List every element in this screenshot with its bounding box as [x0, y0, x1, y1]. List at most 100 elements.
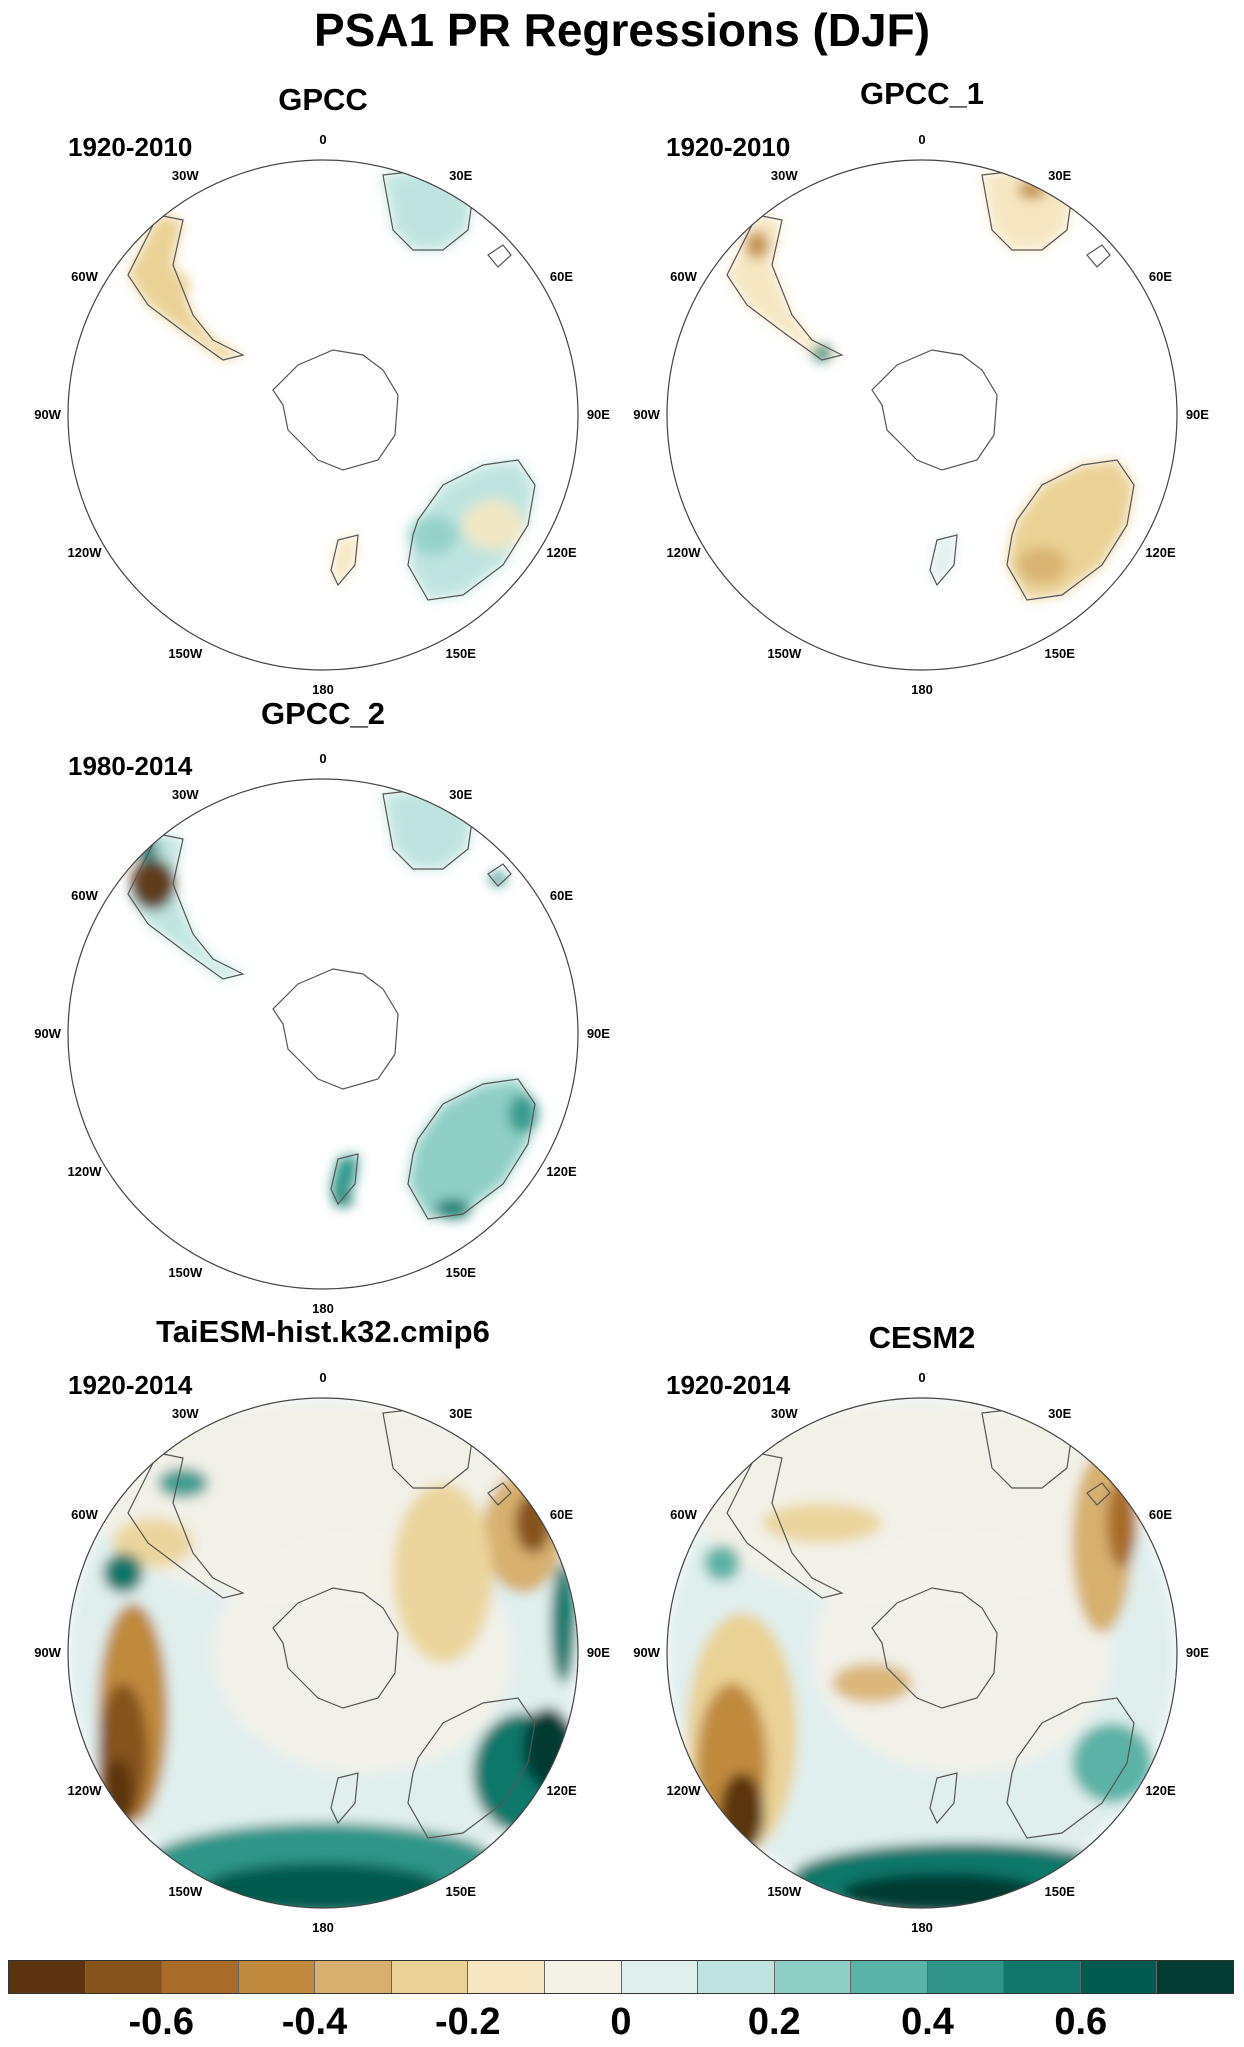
- longitude-label: 90W: [34, 1645, 61, 1660]
- longitude-label: 150E: [445, 645, 476, 661]
- colorbar-swatch: [468, 1961, 545, 1993]
- longitude-label: 180: [911, 682, 933, 698]
- longitude-label: 30E: [1048, 1406, 1072, 1422]
- shading-blob: [113, 1518, 193, 1568]
- longitude-label: 120E: [546, 544, 577, 560]
- longitude-label: 30W: [770, 168, 798, 184]
- longitude-label: 0: [918, 1369, 926, 1385]
- madag-coastline: [487, 863, 512, 887]
- anta-coastline: [272, 968, 399, 1090]
- longitude-label: 60W: [71, 269, 98, 285]
- anta-coastline: [272, 349, 399, 471]
- longitude-label: 180: [312, 1920, 334, 1936]
- colorbar: [8, 1960, 1234, 1994]
- shading-blob: [551, 1563, 575, 1683]
- austr-coastline: [407, 1697, 536, 1839]
- longitude-label: 150E: [1044, 1883, 1075, 1899]
- samer-coastline: [127, 214, 245, 361]
- colorbar-swatch: [1080, 1961, 1158, 1993]
- period-label: 1920-2010: [666, 132, 791, 162]
- panel-title: GPCC_2: [260, 696, 386, 731]
- longitude-label: 120E: [1145, 1782, 1176, 1798]
- period-label: 1920-2014: [68, 1370, 193, 1400]
- colorbar-swatch: [391, 1961, 469, 1993]
- map-border: [67, 778, 579, 1290]
- longitude-label: 120E: [546, 1782, 577, 1798]
- nz-coastline: [330, 534, 359, 587]
- land-shading: [128, 215, 243, 360]
- map-border: [666, 1397, 1178, 1909]
- period-label: 1920-2014: [666, 1370, 791, 1400]
- nz-coastline: [929, 534, 958, 587]
- longitude-label: 180: [312, 682, 334, 698]
- madag-coastline: [1086, 244, 1111, 268]
- longitude-label: 150E: [445, 1264, 476, 1280]
- shading-blob: [704, 1545, 740, 1581]
- colorbar-swatch: [9, 1961, 86, 1993]
- map-border: [67, 1397, 579, 1909]
- nz-coastline: [330, 1153, 359, 1206]
- shading-blob: [1107, 1478, 1137, 1568]
- longitude-label: 150E: [445, 1883, 476, 1899]
- colorbar-swatch: [927, 1961, 1005, 1993]
- longitude-label: 60E: [549, 269, 574, 285]
- colorbar-swatch: [621, 1961, 699, 1993]
- figure-title: PSA1 PR Regressions (DJF): [313, 4, 931, 56]
- longitude-label: 90E: [586, 1026, 610, 1041]
- colorbar-swatch: [238, 1961, 316, 1993]
- longitude-label: 0: [918, 131, 926, 147]
- longitude-label: 30E: [449, 787, 473, 803]
- nz-coastline: [929, 1772, 958, 1825]
- longitude-label: 90E: [1185, 407, 1209, 422]
- panel-title: GPCC: [278, 82, 368, 117]
- longitude-label: 150W: [767, 645, 802, 661]
- longitude-label: 90E: [586, 407, 610, 422]
- map-border: [666, 159, 1178, 671]
- longitude-label: 150W: [168, 645, 203, 661]
- colorbar-swatch: [544, 1961, 622, 1993]
- longitude-label: 30W: [171, 168, 199, 184]
- samer-coastline: [726, 1452, 844, 1599]
- longitude-label: 30E: [449, 168, 473, 184]
- anta-coastline: [272, 1587, 399, 1709]
- austr-coastline: [407, 1078, 536, 1220]
- colorbar-swatch: [851, 1961, 928, 1993]
- madag-coastline: [487, 1482, 512, 1506]
- map-background: [68, 160, 578, 670]
- longitude-label: 120E: [546, 1163, 577, 1179]
- period-label: 1980-2014: [68, 751, 193, 781]
- longitude-label: 60W: [670, 1507, 697, 1523]
- shading-blob: [155, 271, 191, 299]
- shading-blob: [515, 1493, 551, 1553]
- polar-map: [67, 159, 579, 671]
- longitude-label: 90W: [633, 407, 660, 422]
- colorbar-tick-label: -0.2: [435, 2001, 501, 2043]
- longitude-label: 90E: [586, 1645, 610, 1660]
- longitude-label: 180: [312, 1301, 334, 1317]
- shading-blob: [103, 1553, 143, 1593]
- longitude-label: 120W: [67, 544, 102, 560]
- austr-coastline: [1006, 459, 1135, 601]
- longitude-label: 0: [319, 131, 327, 147]
- land-shading: [930, 535, 957, 585]
- longitude-label: 30W: [171, 787, 199, 803]
- longitude-label: 120W: [67, 1163, 102, 1179]
- madag-coastline: [487, 244, 512, 268]
- colorbar-tick-label: -0.6: [128, 2001, 194, 2043]
- polar-map: [67, 1397, 579, 1909]
- anta-coastline: [871, 349, 998, 471]
- longitude-label: 90W: [34, 1026, 61, 1041]
- longitude-label: 150E: [1044, 645, 1075, 661]
- colorbar-swatch: [162, 1961, 239, 1993]
- shading-blob: [812, 1533, 1112, 1773]
- austr-coastline: [1006, 1697, 1135, 1839]
- longitude-label: 60W: [670, 269, 697, 285]
- longitude-label: 120W: [67, 1782, 102, 1798]
- austr-coastline: [407, 459, 536, 601]
- shading-blob: [408, 515, 458, 555]
- samer-coastline: [127, 833, 245, 980]
- land-shading: [331, 1154, 358, 1204]
- longitude-label: 120W: [666, 544, 701, 560]
- madag-coastline: [1086, 1482, 1111, 1506]
- shading-blob: [158, 1468, 208, 1498]
